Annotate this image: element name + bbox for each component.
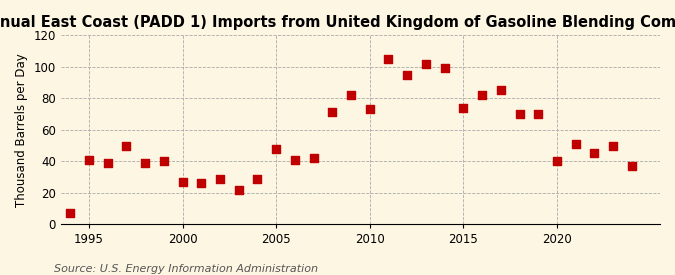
Point <box>121 143 132 148</box>
Point <box>346 93 356 97</box>
Point <box>551 159 562 163</box>
Point <box>196 181 207 186</box>
Point <box>514 112 525 116</box>
Point <box>252 176 263 181</box>
Point <box>533 112 543 116</box>
Point <box>458 106 468 110</box>
Point <box>589 151 600 156</box>
Point <box>65 211 76 215</box>
Point <box>383 57 394 61</box>
Point <box>308 156 319 160</box>
Point <box>626 164 637 168</box>
Point <box>290 158 300 162</box>
Point <box>140 161 151 165</box>
Point <box>234 187 244 192</box>
Title: Annual East Coast (PADD 1) Imports from United Kingdom of Gasoline Blending Comp: Annual East Coast (PADD 1) Imports from … <box>0 15 675 30</box>
Text: Source: U.S. Energy Information Administration: Source: U.S. Energy Information Administ… <box>54 264 318 274</box>
Point <box>402 73 412 77</box>
Point <box>84 158 95 162</box>
Point <box>495 88 506 93</box>
Point <box>177 180 188 184</box>
Point <box>608 143 618 148</box>
Point <box>327 110 338 115</box>
Point <box>215 176 225 181</box>
Point <box>421 62 431 66</box>
Point <box>570 142 581 146</box>
Point <box>102 161 113 165</box>
Point <box>477 93 487 97</box>
Point <box>439 66 450 71</box>
Y-axis label: Thousand Barrels per Day: Thousand Barrels per Day <box>15 53 28 207</box>
Point <box>159 159 169 163</box>
Point <box>364 107 375 112</box>
Point <box>271 147 281 151</box>
